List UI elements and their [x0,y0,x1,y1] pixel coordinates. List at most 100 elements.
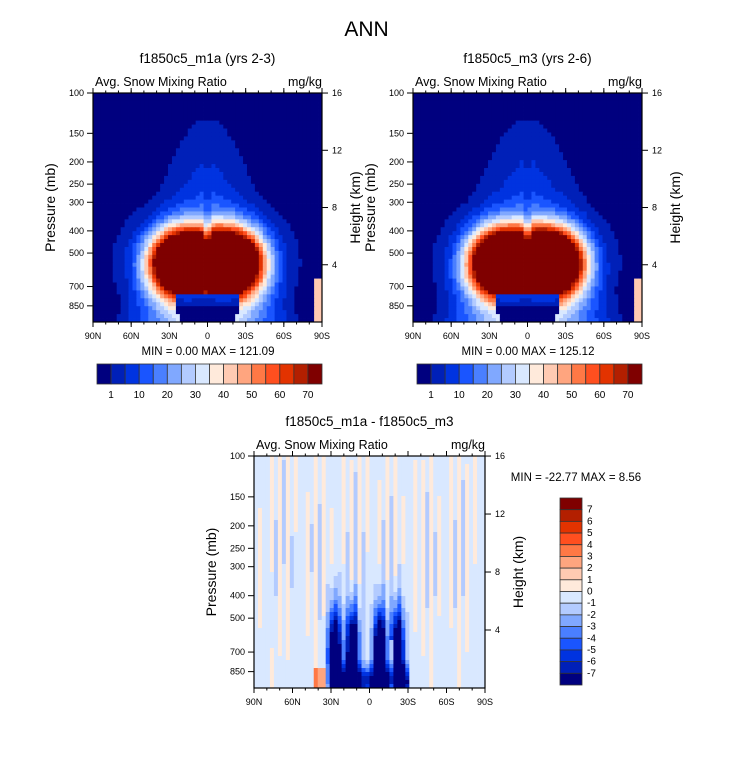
field-cell [258,108,264,114]
field-cell [93,140,98,145]
field-cell [444,152,449,157]
field-cell [243,239,248,244]
field-cell [626,148,631,153]
field-cell [598,124,603,129]
field-cell [618,183,623,189]
field-cell [250,314,256,319]
field-cell [124,191,129,197]
field-cell [116,140,122,145]
field-cell [235,136,240,141]
field-cell [207,314,212,319]
field-cell [246,136,252,141]
min-max-text: MIN = 0.00 MAX = 121.09 [142,346,275,358]
field-cell [203,195,208,201]
field-cell [96,148,102,153]
field-cell [630,93,635,98]
field-cell [191,116,197,122]
field-cell [519,112,524,118]
field-cell [164,199,169,204]
field-cell [203,207,208,212]
field-cell [318,191,323,197]
field-cell [168,183,173,189]
field-cell [499,179,505,185]
field-cell [563,179,568,185]
field-cell [310,132,315,137]
field-cell [574,93,580,98]
field-cell [152,302,157,307]
field-cell [235,199,240,204]
field-cell [266,164,272,169]
field-cell [207,266,212,272]
field-cell [116,116,122,122]
field-cell [484,120,489,125]
field-cell [570,175,576,181]
colorbar-box [124,363,140,385]
field-cell [440,93,445,98]
field-cell [104,274,110,279]
field-cell [622,128,627,133]
field-cell [543,171,548,177]
field-cell [294,191,299,197]
field-cell [207,215,212,220]
field-cell [266,128,272,133]
field-cell [104,136,110,141]
field-cell [246,132,252,137]
field-cell [116,175,122,181]
field-cell [96,262,102,268]
field-cell [602,124,607,129]
field-cell [310,144,315,149]
field-cell [527,100,532,106]
field-cell [555,136,560,141]
field-cell [187,250,193,256]
field-cell [215,207,220,212]
field-cell [468,96,473,102]
field-cell [187,108,193,114]
field-cell [578,168,584,173]
field-cell [231,290,236,295]
field-cell [460,171,465,177]
field-cell [298,223,303,228]
field-cell [472,168,477,173]
field-cell [282,187,287,193]
field-cell [444,93,449,98]
field-cell [179,262,185,268]
field-cell [274,282,279,287]
field-cell [424,93,430,98]
field-cell [195,164,201,169]
field-cell [480,104,485,110]
field-cell [515,132,521,137]
field-cell [144,227,149,232]
field-cell [282,207,287,212]
field-cell [563,168,568,173]
x-tick-label: 90N [85,331,102,341]
field-cell [246,294,252,299]
field-cell [235,211,240,216]
field-cell [179,120,185,125]
field-cell [638,156,643,161]
field-cell [298,104,303,110]
field-cell [413,140,418,145]
field-cell [120,164,125,169]
field-cell [440,183,445,189]
field-cell [231,120,236,125]
field-cell [306,199,311,204]
field-cell [93,112,98,118]
field-cell [203,100,208,106]
field-cell [290,100,295,106]
field-cell [104,262,110,268]
field-cell [195,235,201,240]
field-cell [195,136,201,141]
field-cell [614,120,619,125]
field-cell [290,286,295,291]
field-cell [199,243,204,248]
field-cell [227,266,232,272]
field-cell [413,152,418,157]
field-cell [472,93,477,98]
field-cell [175,207,181,212]
field-cell [104,195,110,201]
field-cell [227,191,232,197]
field-cell [219,183,224,189]
field-cell [93,199,98,204]
field-cell [547,148,552,153]
field-cell [93,168,98,173]
